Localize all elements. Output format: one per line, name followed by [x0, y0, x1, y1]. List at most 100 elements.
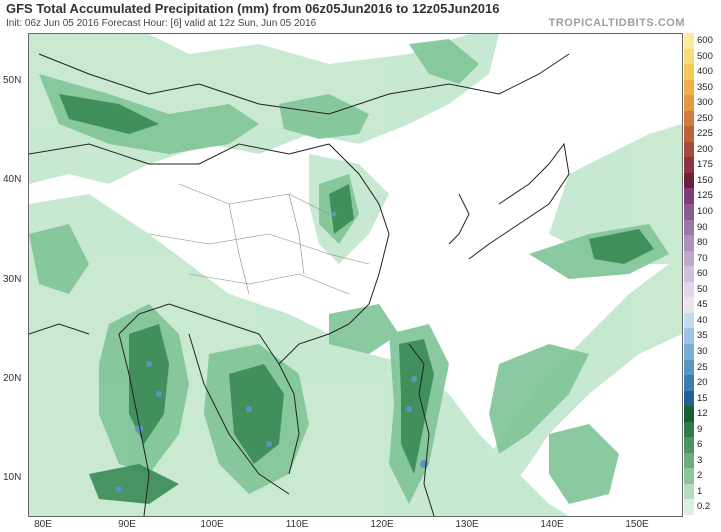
colorbar-label: 225: [697, 128, 713, 140]
colorbar-label: 2: [697, 470, 703, 482]
colorbar-label: 6: [697, 439, 703, 451]
colorbar-swatch: [684, 172, 694, 190]
lon-label: 100E: [200, 519, 224, 530]
map-canvas: [29, 34, 682, 516]
lat-label: 40N: [3, 174, 22, 185]
lon-label: 120E: [370, 519, 394, 530]
colorbar-entry: 50: [684, 281, 720, 299]
colorbar-entry: 400: [684, 64, 720, 81]
colorbar-entry: 2: [684, 468, 720, 485]
colorbar-entry: 70: [684, 250, 720, 268]
site-watermark: TROPICALTIDBITS.COM: [548, 17, 685, 29]
colorbar-swatch: [684, 235, 694, 252]
colorbar-label: 125: [697, 190, 713, 202]
colorbar-label: 250: [697, 112, 713, 124]
colorbar-swatch: [684, 499, 694, 516]
colorbar-swatch: [684, 483, 694, 501]
colorbar-swatch: [684, 328, 694, 345]
colorbar-entry: 90: [684, 219, 720, 237]
colorbar-swatch: [684, 33, 694, 50]
colorbar-entry: 25: [684, 359, 720, 377]
colorbar-label: 600: [697, 35, 713, 46]
colorbar-swatch: [684, 297, 694, 314]
lat-label: 30N: [3, 274, 22, 285]
colorbar-entry: 40: [684, 312, 720, 330]
colorbar-label: 30: [697, 345, 708, 357]
colorbar-label: 60: [697, 268, 708, 280]
colorbar-swatch: [684, 421, 694, 439]
colorbar-label: 12: [697, 408, 708, 420]
colorbar-label: 70: [697, 252, 708, 264]
colorbar-label: 350: [697, 81, 713, 93]
colorbar-label: 300: [697, 97, 713, 109]
colorbar-swatch: [684, 141, 694, 159]
colorbar-label: 1: [697, 485, 703, 497]
colorbar-entry: 200: [684, 141, 720, 159]
colorbar-label: 90: [697, 221, 708, 233]
lon-label: 150E: [625, 519, 649, 530]
colorbar-swatch: [684, 188, 694, 206]
colorbar-entry: 100: [684, 204, 720, 221]
colorbar-entry: 80: [684, 235, 720, 252]
colorbar-entry: 6: [684, 437, 720, 454]
colorbar-entry: 350: [684, 79, 720, 97]
colorbar-entry: 30: [684, 343, 720, 361]
map-title: GFS Total Accumulated Precipitation (mm)…: [6, 1, 500, 16]
colorbar-entry: 600: [684, 33, 720, 50]
lat-label: 10N: [3, 472, 22, 483]
colorbar-swatch: [684, 468, 694, 485]
colorbar-label: 400: [697, 66, 713, 78]
colorbar-legend: 600 500 400 350 300 250 225 200 175 150 125 100 90 80…: [684, 33, 720, 516]
colorbar-entry: 15: [684, 390, 720, 408]
colorbar-entry: 500: [684, 48, 720, 66]
colorbar-swatch: [684, 452, 694, 470]
map-subtitle: Init: 06z Jun 05 2016 Forecast Hour: [6]…: [6, 18, 317, 29]
colorbar-label: 15: [697, 392, 708, 404]
colorbar-swatch: [684, 110, 694, 128]
colorbar-swatch: [684, 437, 694, 454]
colorbar-swatch: [684, 79, 694, 97]
lat-label: 20N: [3, 373, 22, 384]
lon-label: 130E: [455, 519, 479, 530]
colorbar-entry: 60: [684, 266, 720, 283]
colorbar-entry: 0.2: [684, 499, 720, 516]
colorbar-swatch: [684, 312, 694, 330]
colorbar-label: 45: [697, 299, 708, 311]
colorbar-entry: 300: [684, 95, 720, 112]
colorbar-entry: 125: [684, 188, 720, 206]
colorbar-swatch: [684, 343, 694, 361]
colorbar-swatch: [684, 157, 694, 174]
colorbar-label: 3: [697, 454, 703, 466]
colorbar-label: 500: [697, 50, 713, 62]
colorbar-swatch: [684, 204, 694, 221]
colorbar-label: 150: [697, 174, 713, 186]
borders: [29, 53, 570, 516]
colorbar-swatch: [684, 95, 694, 112]
lon-label: 90E: [118, 519, 136, 530]
colorbar-entry: 3: [684, 452, 720, 470]
precip-heavy: [59, 94, 654, 504]
colorbar-swatch: [684, 64, 694, 81]
lon-label: 110E: [285, 519, 309, 530]
colorbar-entry: 1: [684, 483, 720, 501]
colorbar-swatch: [684, 126, 694, 143]
lat-label: 50N: [3, 75, 22, 86]
colorbar-label: 35: [697, 330, 708, 342]
colorbar-label: 200: [697, 143, 713, 155]
colorbar-label: 175: [697, 159, 713, 171]
colorbar-swatch: [684, 281, 694, 299]
colorbar-swatch: [684, 48, 694, 66]
colorbar-swatch: [684, 266, 694, 283]
colorbar-entry: 45: [684, 297, 720, 314]
colorbar-label: 9: [697, 423, 703, 435]
colorbar-entry: 225: [684, 126, 720, 143]
lon-label: 140E: [540, 519, 564, 530]
colorbar-entry: 250: [684, 110, 720, 128]
colorbar-entry: 150: [684, 172, 720, 190]
colorbar-entry: 175: [684, 157, 720, 174]
colorbar-label: 100: [697, 206, 713, 218]
colorbar-swatch: [684, 390, 694, 408]
colorbar-label: 50: [697, 283, 708, 295]
colorbar-swatch: [684, 406, 694, 423]
thin-borders: [148, 183, 370, 295]
